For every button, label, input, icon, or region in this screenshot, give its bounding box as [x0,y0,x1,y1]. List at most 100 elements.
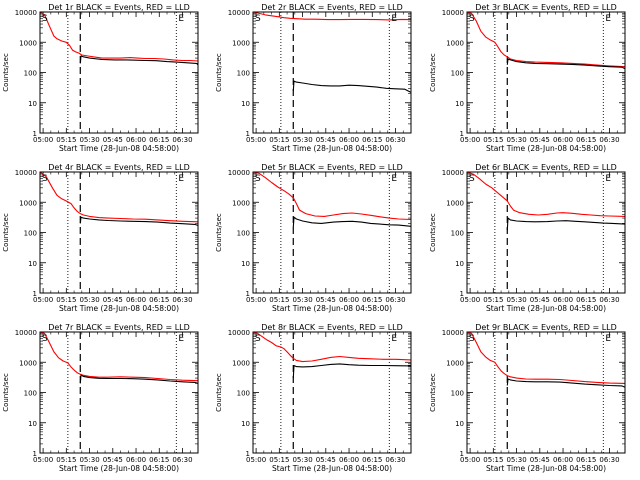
x-tick-label: 06:00 [553,296,573,304]
y-axis-label: Counts/sec [429,213,437,252]
y-tick-label: 100 [237,70,250,78]
x-axis-label: Start Time (28-Jun-08 04:58:00) [272,464,392,473]
lld-series-line [39,331,199,382]
x-tick-label: 05:15 [483,136,503,144]
y-tick-label: 10 [241,260,250,268]
x-tick-label: 06:15 [576,296,596,304]
start-marker-label: S [469,14,475,24]
panel-4: Det 4r BLACK = Events, RED = LLD 1 10 100 10… [2,163,199,313]
x-tick-label: 06:00 [339,136,359,144]
y-tick-label: 100 [451,390,464,398]
lld-series-line [466,331,626,384]
events-series-line [292,216,412,228]
x-tick-label: 05:15 [269,296,289,304]
x-tick-label: 05:15 [269,456,289,464]
y-tick-label: 10000 [15,9,37,17]
y-tick-label: 1000 [446,199,464,207]
y-axis-label: Counts/sec [429,373,437,412]
panel-3: Det 3r BLACK = Events, RED = LLD 1 10 100 10… [429,3,626,153]
y-axis-label: Counts/sec [429,53,437,92]
end-marker-label: E [391,174,397,184]
y-tick-label: 10000 [228,9,250,17]
y-axis-label: Counts/sec [215,373,223,412]
y-tick-label: 1 [33,130,37,138]
y-tick-label: 10000 [15,169,37,177]
events-series-line [292,363,412,379]
panel-7: Det 7r BLACK = Events, RED = LLD 1 10 100 10… [2,323,199,473]
end-marker-label: E [605,334,611,344]
x-tick-label: 06:00 [339,296,359,304]
x-tick-label: 06:15 [149,296,169,304]
x-tick-label: 06:00 [126,456,146,464]
end-marker-label: E [178,174,184,184]
x-axis-label: Start Time (28-Jun-08 04:58:00) [59,144,179,153]
x-tick-label: 05:30 [79,456,99,464]
x-tick-label: 05:45 [103,136,123,144]
y-tick-label: 10 [241,420,250,428]
x-tick-label: 06:30 [599,136,619,144]
plot-frame [252,171,412,294]
x-axis-label: Start Time (28-Jun-08 04:58:00) [486,144,606,153]
x-tick-label: 05:30 [292,456,312,464]
x-tick-label: 05:30 [506,456,526,464]
lld-series-line [252,331,412,363]
y-tick-label: 100 [24,230,37,238]
chart-title: Det 9r BLACK = Events, RED = LLD [475,323,617,332]
events-series-line [506,58,626,70]
y-tick-label: 10 [28,100,37,108]
panel-1: Det 1r BLACK = Events, RED = LLD 1 10 100 10… [2,3,199,153]
y-tick-label: 10000 [442,169,464,177]
lld-series-line [252,171,412,221]
chart-title: Det 1r BLACK = Events, RED = LLD [48,3,190,12]
x-tick-label: 05:30 [506,136,526,144]
x-tick-label: 05:45 [103,296,123,304]
start-marker-label: S [42,174,48,184]
x-axis-label: Start Time (28-Jun-08 04:58:00) [59,464,179,473]
start-marker-label: S [469,334,475,344]
x-tick-label: 06:15 [149,136,169,144]
start-marker-label: S [42,14,48,24]
chart-title: Det 7r BLACK = Events, RED = LLD [48,323,190,332]
x-tick-label: 06:00 [126,136,146,144]
y-tick-label: 1000 [232,199,250,207]
y-tick-label: 1 [460,290,464,298]
y-tick-label: 1 [33,450,37,458]
x-tick-label: 05:00 [246,296,266,304]
x-tick-label: 06:30 [385,456,405,464]
lld-series-line [466,171,626,217]
x-tick-label: 05:15 [56,136,76,144]
x-tick-label: 06:15 [362,296,382,304]
x-tick-label: 06:30 [599,456,619,464]
x-tick-label: 06:00 [553,456,573,464]
y-tick-label: 1000 [19,199,37,207]
x-tick-label: 05:45 [316,296,336,304]
y-tick-label: 10000 [228,169,250,177]
y-tick-label: 100 [24,390,37,398]
y-tick-label: 10 [28,260,37,268]
x-tick-label: 05:00 [460,456,480,464]
y-axis-label: Counts/sec [2,53,10,92]
x-tick-label: 05:15 [56,456,76,464]
chart-title: Det 6r BLACK = Events, RED = LLD [475,163,617,172]
x-tick-label: 05:00 [460,296,480,304]
y-tick-label: 10 [28,420,37,428]
x-tick-label: 05:15 [56,296,76,304]
x-tick-label: 06:15 [149,456,169,464]
x-tick-label: 05:00 [33,296,53,304]
x-tick-label: 06:15 [362,136,382,144]
end-marker-label: E [391,334,397,344]
y-axis-label: Counts/sec [215,213,223,252]
end-marker-label: E [605,14,611,24]
x-tick-label: 06:30 [385,136,405,144]
x-tick-label: 05:15 [483,456,503,464]
y-tick-label: 10000 [442,329,464,337]
y-tick-label: 100 [451,230,464,238]
y-tick-label: 10 [455,100,464,108]
x-tick-label: 05:45 [316,136,336,144]
events-series-line [79,374,199,384]
x-tick-label: 05:00 [246,136,266,144]
x-tick-label: 05:00 [33,136,53,144]
y-tick-label: 10 [455,420,464,428]
x-tick-label: 05:00 [246,456,266,464]
x-tick-label: 05:30 [79,136,99,144]
